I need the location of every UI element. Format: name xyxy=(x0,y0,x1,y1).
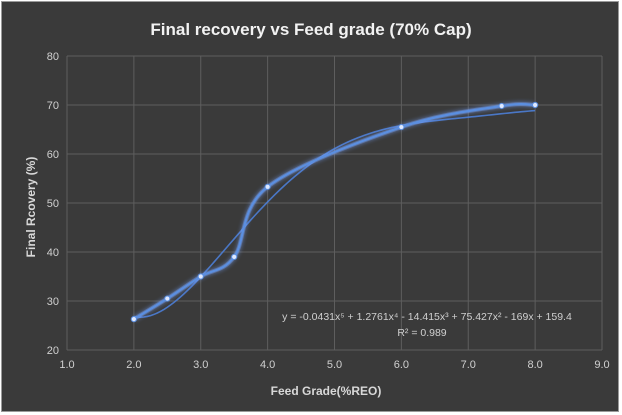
data-point xyxy=(264,183,271,190)
y-tick-label: 60 xyxy=(47,149,59,161)
x-tick-label: 5.0 xyxy=(327,359,342,371)
x-tick-label: 6.0 xyxy=(394,359,409,371)
y-tick-label: 70 xyxy=(47,100,59,112)
x-tick-label: 7.0 xyxy=(461,359,476,371)
y-tick-label: 30 xyxy=(47,296,59,308)
y-tick-label: 80 xyxy=(47,51,59,63)
trendline-equation: y = -0.0431x⁵ + 1.2761x⁴ - 14.415x³ + 75… xyxy=(282,311,572,323)
data-point xyxy=(197,273,204,280)
series-line xyxy=(133,102,536,321)
x-tick-label: 8.0 xyxy=(527,359,542,371)
r-squared-label: R² = 0.989 xyxy=(397,327,446,339)
x-axis-label: Feed Grade(%REO) xyxy=(271,384,382,398)
series-layer xyxy=(130,101,539,323)
data-point xyxy=(532,101,539,109)
gridlines xyxy=(66,55,603,351)
y-axis-label: Final Rcovery (%) xyxy=(24,157,38,258)
y-tick-label: 50 xyxy=(47,198,59,210)
x-tick-label: 3.0 xyxy=(193,359,208,371)
data-point xyxy=(231,253,238,260)
data-point xyxy=(164,295,171,302)
chart-title: Final recovery vs Feed grade (70% Cap) xyxy=(150,20,471,39)
data-point xyxy=(130,316,137,323)
x-tick-label: 1.0 xyxy=(59,359,74,371)
x-tick-label: 4.0 xyxy=(260,359,275,371)
x-tick-label: 9.0 xyxy=(594,359,609,371)
x-tick-label: 2.0 xyxy=(126,359,141,371)
data-point xyxy=(398,123,405,131)
y-tick-label: 20 xyxy=(47,345,59,357)
y-tick-label: 40 xyxy=(47,247,59,259)
tick-labels: 20 30 40 50 60 70 80 1.0 2.0 3.0 4.0 5.0 6.0 7.0 8.0 9.… xyxy=(47,51,610,371)
data-point xyxy=(498,102,505,110)
